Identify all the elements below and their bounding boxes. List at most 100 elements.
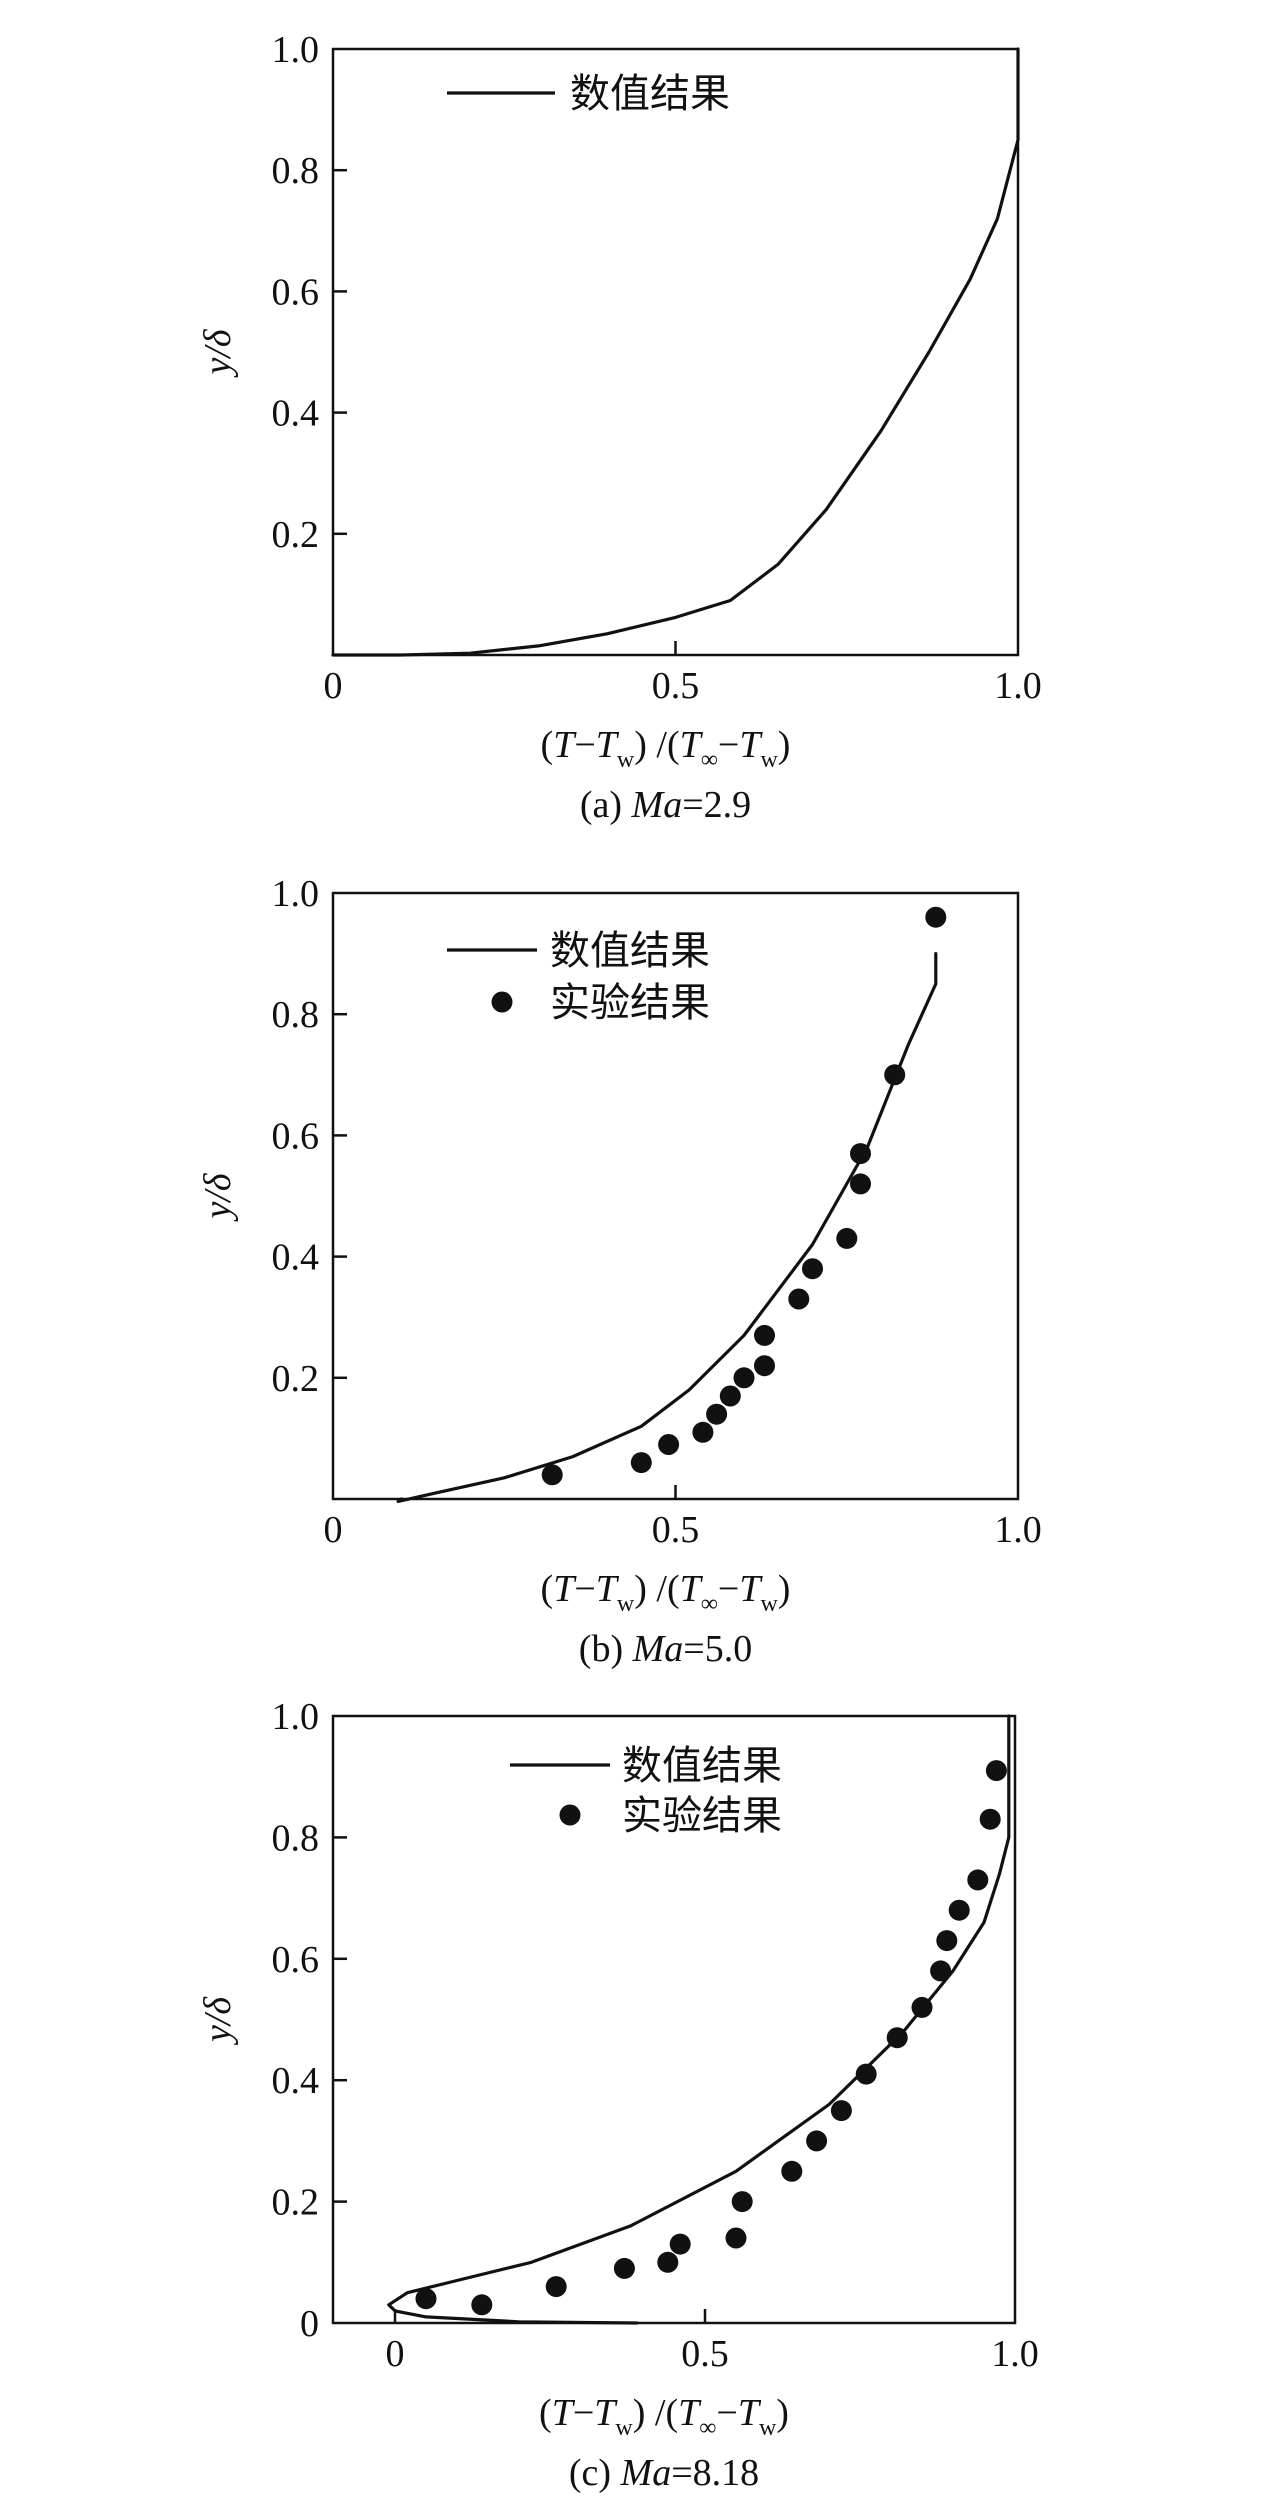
- data-point-experimental: [630, 1452, 652, 1474]
- y-axis-label: y/δ: [197, 1172, 239, 1222]
- x-axis-label-part: w: [759, 2415, 777, 2441]
- x-axis-label-part: w: [617, 747, 635, 773]
- x-axis-label-part: T: [594, 2392, 618, 2434]
- x-axis-label-part: T: [680, 724, 704, 766]
- caption-part: (c): [569, 2452, 621, 2494]
- y-tick-label: 0: [300, 2303, 319, 2345]
- x-axis-label-part: T: [553, 724, 577, 766]
- data-point-experimental: [850, 1173, 871, 1195]
- x-axis-label-part: (: [541, 1568, 554, 1610]
- x-tick-label: 1.0: [994, 665, 1042, 707]
- data-point-experimental: [754, 1324, 775, 1346]
- caption-part: Ma: [620, 2452, 672, 2494]
- data-point-experimental: [925, 906, 947, 928]
- data-point-experimental: [613, 2257, 635, 2279]
- x-axis-label-part: ∞: [701, 1591, 718, 1617]
- x-axis-label-part: T: [739, 724, 763, 766]
- caption-part: =2.9: [682, 784, 751, 826]
- y-tick-label: 0.4: [272, 1237, 320, 1279]
- y-tick-label: 0.2: [272, 514, 320, 556]
- y-tick-label: 1.0: [272, 29, 320, 71]
- data-point-experimental: [719, 1385, 741, 1407]
- data-point-experimental: [657, 2251, 679, 2273]
- x-axis-label-part: ∞: [701, 747, 718, 773]
- x-axis-label-part: w: [760, 747, 778, 773]
- panel-caption: (b) Ma=5.0: [579, 1628, 752, 1670]
- data-point-experimental: [855, 2063, 877, 2085]
- x-tick-label: 0: [324, 665, 343, 707]
- x-axis-label-part: ): [778, 724, 791, 766]
- y-tick-label: 0.2: [272, 1358, 320, 1400]
- caption-part: (a): [580, 784, 632, 826]
- data-point-experimental: [830, 2100, 852, 2122]
- legend-label-numerical: 数值结果: [550, 928, 710, 974]
- data-point-experimental: [985, 1760, 1007, 1782]
- data-point-experimental: [669, 2233, 691, 2255]
- chart-panel-b: 0.20.40.60.81.00 0.5 1.0y/δ(T−Tw) /(T∞−Tw)…: [197, 873, 1042, 1670]
- x-tick-label: 0: [386, 2333, 405, 2375]
- y-axis-label: y/δ: [197, 328, 239, 378]
- x-axis-label-part: T: [596, 724, 620, 766]
- chart-panel-c: 00.20.40.60.81.00 0.5 1.0y/δ(T−Tw) /(T∞−Tw…: [197, 1696, 1039, 2494]
- plot-frame: [331, 1714, 1017, 2325]
- y-tick-label: 0.8: [272, 1817, 320, 1859]
- data-point-experimental: [884, 1064, 906, 1086]
- plot-frame: [331, 47, 1020, 657]
- data-point-experimental: [415, 2288, 437, 2310]
- data-point-experimental: [541, 1464, 563, 1486]
- panel-caption: (a) Ma=2.9: [580, 784, 751, 826]
- data-point-experimental: [781, 2160, 803, 2182]
- data-point-experimental: [733, 1367, 755, 1389]
- x-axis-label-part: ): [778, 1568, 791, 1610]
- data-point-experimental: [967, 1869, 989, 1891]
- data-point-experimental: [471, 2294, 493, 2316]
- y-tick-label: 0.6: [272, 1939, 320, 1981]
- y-tick-label: 0.8: [272, 150, 320, 192]
- data-point-experimental: [692, 1421, 714, 1443]
- x-axis-label-part: T: [552, 2392, 576, 2434]
- x-axis-label-part: T: [678, 2392, 702, 2434]
- legend-dot-swatch: [559, 1804, 581, 1826]
- legend-label-experimental: 实验结果: [550, 980, 710, 1026]
- x-axis-label-part: (: [541, 724, 554, 766]
- x-tick-label: 1.0: [991, 2333, 1039, 2375]
- caption-part: =5.0: [683, 1628, 752, 1670]
- x-axis-label-part: w: [617, 1591, 635, 1617]
- x-axis-label-part: w: [615, 2415, 633, 2441]
- data-point-experimental: [788, 1288, 810, 1310]
- legend-label-numerical: 数值结果: [570, 71, 730, 117]
- panel-caption: (c) Ma=8.18: [569, 2452, 759, 2494]
- series-line-numerical: [387, 1714, 1011, 2325]
- legend-label-experimental: 实验结果: [622, 1793, 782, 1839]
- x-axis-label-part: T: [596, 1568, 620, 1610]
- x-axis-label: (T−Tw) /(T∞−Tw): [541, 724, 791, 773]
- x-tick-label: 0.5: [652, 1509, 700, 1551]
- x-axis-label-part: −: [573, 2392, 594, 2434]
- x-tick-label: 1.0: [994, 1509, 1042, 1551]
- y-tick-label: 1.0: [272, 873, 320, 915]
- data-point-experimental: [948, 1899, 970, 1921]
- data-point-experimental: [979, 1808, 1001, 1830]
- y-tick-label: 0.2: [272, 2182, 320, 2224]
- x-axis-label-part: −: [716, 2392, 737, 2434]
- x-tick-label: 0.5: [681, 2333, 729, 2375]
- x-axis-label-part: ∞: [699, 2415, 716, 2441]
- series-line-numerical: [396, 952, 938, 1503]
- x-axis-label-part: ): [776, 2392, 789, 2434]
- y-tick-label: 0.4: [272, 393, 320, 435]
- x-axis-label: (T−Tw) /(T∞−Tw): [541, 1568, 791, 1617]
- data-point-experimental: [806, 2130, 828, 2152]
- chart-panel-a: 0.20.40.60.81.00 0.5 1.0y/δ(T−Tw) /(T∞−Tw)…: [197, 29, 1042, 826]
- data-point-experimental: [850, 1143, 871, 1165]
- x-axis-label-part: −: [718, 724, 739, 766]
- data-point-experimental: [754, 1355, 775, 1377]
- data-point-experimental: [802, 1258, 823, 1280]
- data-point-experimental: [725, 2227, 747, 2249]
- x-axis-label-part: T: [553, 1568, 577, 1610]
- data-point-experimental: [930, 1960, 952, 1982]
- x-axis-label-part: −: [574, 724, 595, 766]
- legend-label-numerical: 数值结果: [622, 1743, 782, 1789]
